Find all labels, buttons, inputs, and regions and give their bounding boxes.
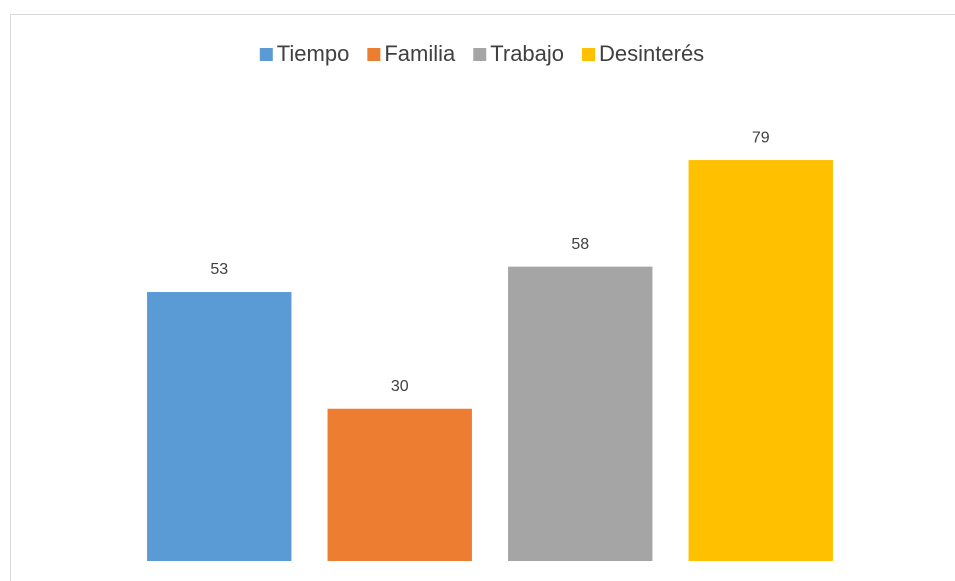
legend-label: Familia (384, 41, 456, 66)
bar (508, 266, 653, 561)
bar (327, 408, 472, 561)
bar (688, 160, 833, 561)
legend-swatch (367, 48, 381, 61)
legend-swatch (259, 48, 273, 61)
legend-swatch (473, 48, 487, 61)
legend-label: Desinterés (599, 41, 704, 66)
data-label: 58 (571, 236, 589, 253)
bar (147, 292, 292, 561)
legend-label: Trabajo (490, 41, 564, 66)
data-label: 79 (752, 129, 770, 146)
data-label: 30 (391, 378, 409, 395)
legend-label: Tiempo (277, 41, 350, 66)
data-label: 53 (210, 261, 228, 278)
legend-swatch (582, 48, 596, 61)
